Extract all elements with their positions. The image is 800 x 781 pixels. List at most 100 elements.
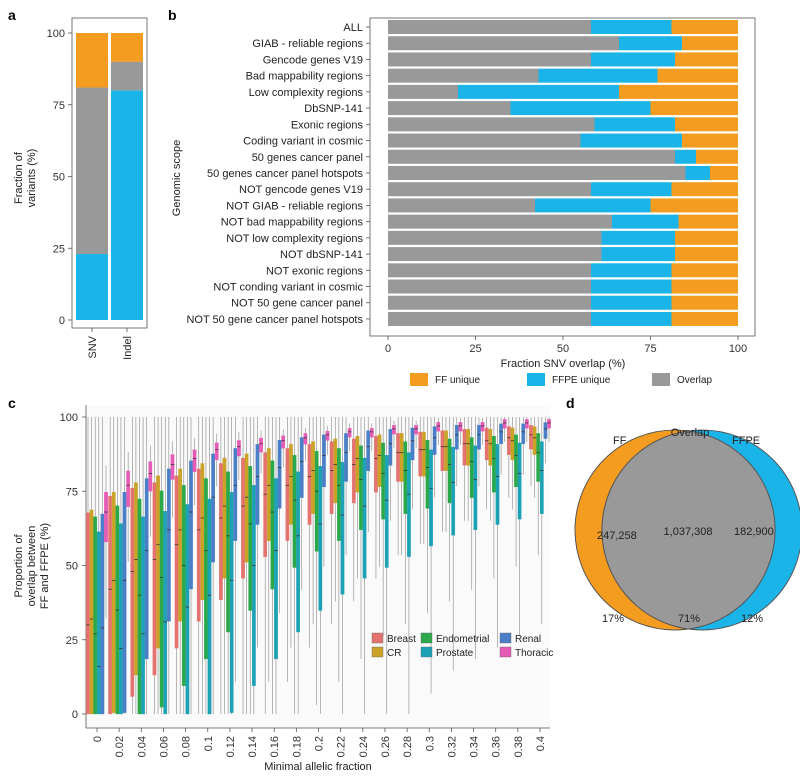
category-label: 50 genes cancer panel [252, 152, 363, 164]
box-endometrial [181, 485, 186, 686]
bar-segment-ff-unique [675, 230, 738, 245]
bar-segment-ff-unique [682, 133, 738, 148]
box-endometrial [314, 451, 319, 552]
y-tick-label: 75 [53, 100, 65, 112]
venn-count-overlap: 1,037,308 [664, 526, 713, 538]
bar-segment-overlap [388, 20, 591, 34]
legend-swatch-prostate [420, 646, 433, 658]
category-label: Coding variant in cosmic [243, 136, 363, 148]
box-breast [440, 430, 445, 471]
box-endometrial [204, 478, 208, 660]
box-cr [399, 433, 404, 482]
bar-segment-ff-unique [675, 247, 738, 262]
category-label: NOT dbSNP-141 [280, 249, 363, 261]
bar-segment-ffpe-unique [591, 20, 672, 34]
bar-segment-snv-overlap [76, 87, 108, 254]
venn-outline-ffpe [601, 429, 800, 631]
category-label: Low complexity regions [249, 87, 364, 99]
box-renal [211, 453, 215, 563]
bar-segment-indel-overlap [111, 61, 143, 91]
box-cr [222, 457, 227, 579]
bar-segment-ffpe-unique [612, 214, 679, 229]
x-tick-label: 0.04 [136, 736, 148, 757]
legend-label: Renal [515, 634, 541, 645]
box-renal [410, 427, 415, 461]
panel-a: a 0 25 50 75 100 SNV Indel Fraction ofvariants (… [8, 7, 148, 360]
box-prostate [96, 531, 101, 715]
box-renal [255, 444, 260, 525]
box-breast [130, 487, 135, 697]
box-prostate [274, 478, 278, 660]
x-tick-label: 0.26 [380, 736, 392, 757]
box-prostate [407, 452, 411, 557]
bar-segment-overlap [388, 117, 595, 132]
bar-segment-ffpe-unique [591, 52, 675, 67]
box-breast [396, 433, 400, 482]
box-endometrial [270, 460, 275, 590]
bar-segment-overlap [388, 263, 591, 278]
box-cr [266, 448, 271, 541]
box-renal [122, 491, 127, 713]
legend-label: Overlap [677, 375, 712, 386]
box-prostate [340, 461, 345, 595]
legend-label: FFPE unique [552, 375, 611, 386]
box-prostate [517, 442, 522, 520]
box-prostate [207, 498, 212, 715]
bar-segment-ffpe-unique [591, 279, 672, 294]
box-prostate [362, 457, 367, 579]
legend-label: Thoracic [515, 648, 553, 659]
box-endometrial [425, 440, 430, 509]
bar-segment-ff-unique [678, 214, 738, 229]
bar-segment-ff-unique [675, 52, 738, 67]
box-endometrial [403, 441, 408, 514]
bar-segment-indel-ff-unique [111, 33, 143, 62]
venn-outline-ff [574, 429, 776, 631]
bar-segment-ff-unique [650, 101, 738, 116]
box-thoracic [480, 422, 485, 432]
y-axis-label-line: variants (%) [26, 149, 38, 208]
box-thoracic [303, 433, 308, 445]
box-cr [178, 468, 183, 622]
box-breast [241, 457, 245, 579]
box-renal [144, 478, 149, 660]
bar-segment-overlap [388, 279, 591, 294]
box-renal [388, 429, 393, 466]
box-thoracic [126, 470, 130, 507]
bar-segment-ffpe-unique [591, 311, 672, 326]
box-thoracic [458, 422, 463, 432]
bar-segment-ff-unique [671, 311, 738, 326]
box-renal [233, 448, 238, 541]
x-tick-label: 0 [92, 736, 104, 742]
bar-segment-ff-unique [671, 279, 738, 294]
bar-segment-overlap [388, 230, 602, 245]
x-tick-label: 0.34 [469, 736, 481, 757]
box-breast [506, 426, 511, 455]
bar-segment-overlap [388, 133, 581, 148]
bar-segment-ffpe-unique [594, 117, 675, 132]
bar-segment-overlap [388, 295, 591, 310]
box-breast [484, 427, 489, 461]
x-tick-label: 0 [385, 343, 391, 355]
legend-label: Prostate [436, 648, 474, 659]
box-endometrial [292, 455, 297, 568]
box-prostate [296, 471, 301, 633]
box-prostate [429, 449, 433, 547]
box-prostate [539, 441, 544, 514]
box-endometrial [359, 445, 363, 531]
box-prostate [163, 511, 168, 715]
box-thoracic [547, 419, 551, 429]
bar-segment-overlap [388, 165, 686, 180]
x-tick-label: 0.4 [535, 736, 547, 751]
x-axis-label: Minimal allelic fraction [264, 761, 372, 773]
box-thoracic [502, 419, 507, 429]
panel-letter-c: c [8, 395, 16, 411]
category-label: NOT conding variant in cosmic [213, 282, 363, 294]
venn-percent-ff: 17% [602, 613, 624, 625]
venn-set-label-ffpe: FFPE [732, 435, 760, 447]
box-breast [374, 435, 378, 493]
box-renal [499, 423, 503, 445]
bar-segment-ffpe-unique [510, 101, 651, 116]
box-cr [532, 426, 537, 455]
box-endometrial [514, 434, 518, 488]
legend-swatch-ff-unique [410, 373, 428, 386]
